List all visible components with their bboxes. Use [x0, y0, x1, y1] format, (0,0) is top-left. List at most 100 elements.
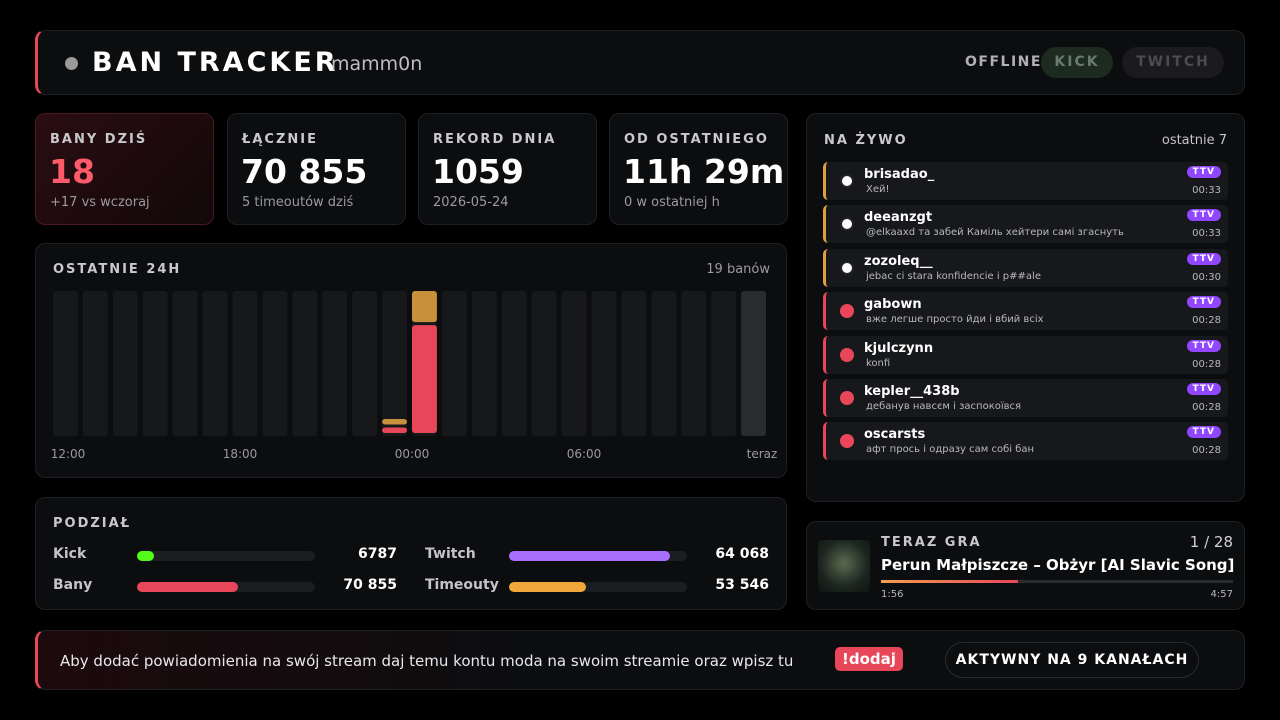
feed-message: вже легше просто йди і вбий всіх — [866, 314, 1044, 326]
feed-user: brisadao_ — [864, 167, 935, 182]
stat-note: 0 w ostatniej h — [624, 195, 720, 210]
chart-panel: OSTATNIE 24H 19 banów 12:00 18:00 00:00 06:00… — [35, 243, 787, 478]
bar-track — [441, 291, 467, 436]
feed-time: 00:28 — [1192, 358, 1221, 370]
bar-track — [172, 291, 198, 436]
feed-item: deeanzgt @elkaaxd та забей Каміль хейтери… — [823, 205, 1228, 244]
feed-time: 00:28 — [1192, 315, 1221, 327]
now-label: TERAZ GRA — [881, 535, 982, 550]
bar-track — [292, 291, 318, 436]
split-track — [509, 551, 687, 561]
bar-segment — [382, 418, 407, 425]
feed-message: jebac ci stara konfidencie i p##ale — [866, 270, 1041, 282]
bar-track — [352, 291, 378, 436]
split-label: Kick — [53, 546, 87, 562]
split-label: Bany — [53, 577, 93, 593]
feed-icon — [840, 347, 854, 362]
chart: 12:00 18:00 00:00 06:00 teraz — [51, 291, 777, 461]
feed-user: kjulczynn — [864, 340, 934, 356]
bar-segment — [382, 427, 407, 433]
feed-message: афт прось і одразу сам собі бан — [866, 444, 1035, 456]
feed-time: 00:30 — [1192, 271, 1221, 283]
split-value: 64 068 — [715, 546, 769, 562]
feed-time: 00:28 — [1192, 402, 1221, 413]
progress-track — [881, 580, 1233, 583]
header: BAN TRACKER mamm0n OFFLINE KICK TWITCH — [35, 30, 1245, 95]
stat-label: BANY DZIŚ — [50, 132, 148, 147]
stat-note: +17 vs wczoraj — [50, 195, 150, 210]
feed-badge: TTV — [1186, 209, 1221, 222]
duration: 4:57 — [1210, 589, 1233, 600]
split-bar — [509, 582, 586, 592]
platform-button[interactable]: KICK — [1041, 47, 1113, 78]
split-value: 6787 — [358, 546, 397, 562]
bar-track — [681, 291, 707, 436]
x-label: 12:00 — [51, 447, 86, 461]
feed-time: 00:33 — [1192, 185, 1221, 196]
split-label: Timeouty — [425, 577, 499, 593]
stat-label: REKORD DNIA — [433, 132, 557, 147]
stat-card: OD OSTATNIEGO 11h 29m 0 w ostatniej h — [609, 113, 788, 225]
bar-track — [711, 291, 737, 436]
split-track — [137, 551, 315, 561]
bar-segment — [412, 325, 437, 433]
feed-item: gabown вже легше просто йди і вбий всіх TT… — [823, 292, 1228, 331]
command[interactable]: !dodaj — [835, 647, 903, 671]
feed-icon — [840, 217, 854, 232]
now-title: Perun Małpiszcze – Obżyr [AI Slavic Song… — [881, 556, 1235, 574]
elapsed: 1:56 — [881, 589, 904, 600]
bar-segment — [412, 291, 437, 323]
stat-value: 18 — [49, 152, 95, 191]
stat-value: 70 855 — [241, 152, 368, 191]
split-bar — [137, 551, 155, 561]
progress-fill — [881, 580, 1019, 583]
split-label: Twitch — [425, 546, 476, 562]
stat-note: 5 timeoutów dziś — [242, 195, 354, 210]
stat-label: OD OSTATNIEGO — [624, 132, 769, 147]
feed-badge: TTV — [1186, 252, 1221, 265]
feed-icon — [840, 391, 854, 405]
bar-track — [531, 291, 557, 436]
bar-track — [112, 291, 138, 436]
split-value: 53 546 — [715, 577, 769, 593]
bar-track — [741, 291, 766, 436]
bar-track — [262, 291, 288, 436]
footer: Aby dodać powiadomienia na swój stream d… — [35, 630, 1245, 690]
stat-value: 11h 29m — [623, 152, 785, 191]
feed-user: deeanzgt — [864, 210, 933, 226]
now-playing: TERAZ GRA 1 / 28 Perun Małpiszcze – Obżyr … — [806, 521, 1245, 610]
feed-time: 00:28 — [1192, 445, 1221, 457]
bar-track — [561, 291, 587, 436]
bar-track — [142, 291, 168, 436]
feed-message: @elkaaxd та забей Каміль хейтери самі зг… — [866, 227, 1124, 239]
feed-icon — [840, 174, 854, 188]
live-title: NA ŻYWO — [824, 133, 908, 148]
channel: mamm0n — [331, 53, 423, 75]
stat-card: ŁĄCZNIE 70 855 5 timeoutów dziś — [227, 113, 406, 225]
bar-track — [591, 291, 617, 436]
bar-track — [202, 291, 228, 436]
stat-card: BANY DZIŚ 18 +17 vs wczoraj — [35, 113, 214, 225]
split-track — [509, 582, 687, 592]
live-subtitle: ostatnie 7 — [1161, 133, 1227, 148]
feed-item: brisadao_ Хей! TTV 00:33 — [823, 162, 1228, 200]
feed-message: Хей! — [866, 184, 890, 195]
platform-button[interactable]: TWITCH — [1122, 47, 1224, 78]
feed-item: kjulczynn konfi TTV 00:28 — [823, 335, 1228, 374]
feed-message: konfi — [866, 357, 891, 369]
feed-badge: TTV — [1186, 296, 1221, 309]
split-bar — [509, 551, 670, 561]
bar-track — [232, 291, 258, 436]
chart-title: OSTATNIE 24H — [53, 262, 182, 277]
split-panel: PODZIAŁ Kick 6787 Twitch 64 068 Bany 70 855 Tim… — [35, 497, 787, 610]
feed-time: 00:33 — [1192, 228, 1221, 240]
stat-card: REKORD DNIA 1059 2026-05-24 — [418, 113, 597, 225]
stat-value: 1059 — [432, 152, 524, 191]
live-panel: NA ŻYWO ostatnie 7 brisadao_ Хей! TTV 00:33 de… — [806, 113, 1245, 502]
bar-track — [53, 291, 78, 436]
feed-message: дебанув навсєм і заспокоївся — [866, 401, 1022, 412]
bar-track — [651, 291, 677, 436]
bar-track — [501, 291, 527, 436]
feed-icon — [840, 434, 854, 449]
status: OFFLINE — [965, 54, 1042, 70]
